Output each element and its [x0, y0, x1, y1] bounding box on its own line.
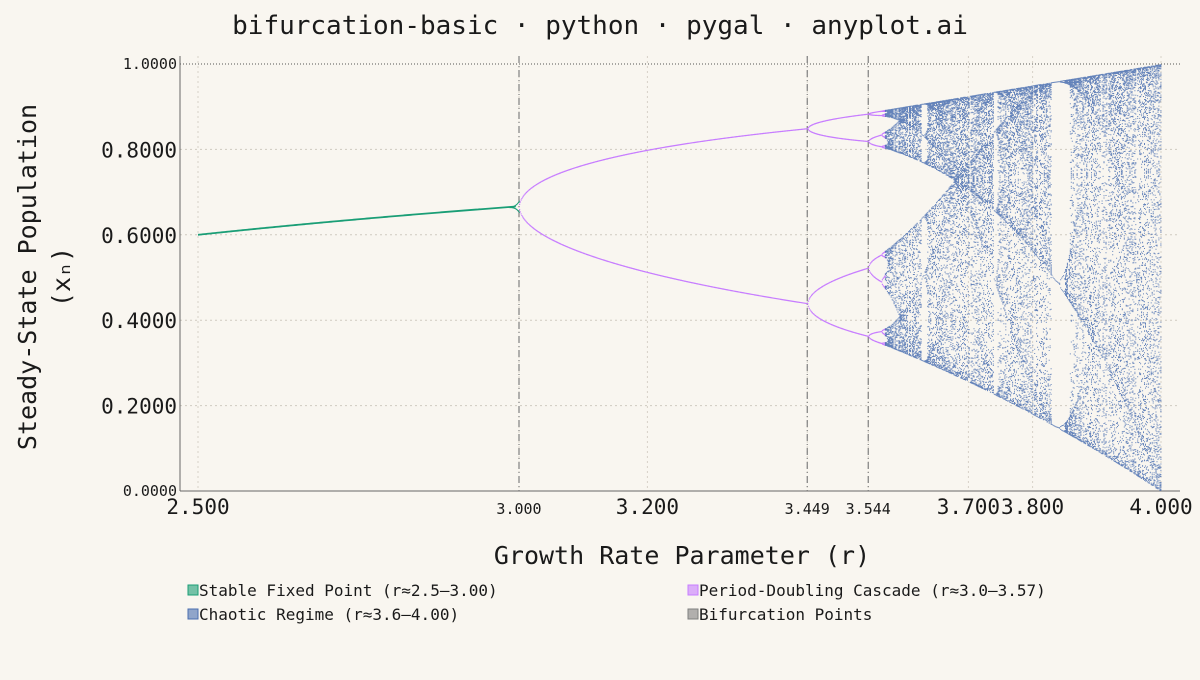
data-points-layer	[197, 64, 1162, 491]
y-tick-label: 1.0000	[123, 55, 177, 73]
bifurcation-lines-layer	[518, 56, 869, 491]
legend-item-chaotic[interactable]: Chaotic Regime (r≈3.6–4.00)	[187, 605, 459, 624]
axes-layer	[179, 56, 1180, 492]
y-tick-label: 0.0000	[123, 482, 177, 500]
tick-labels-layer: 2.500 3.000 3.200 3.449 3.544 3.700 3.800 4.000…	[101, 55, 1192, 519]
legend: Stable Fixed Point (r≈2.5–3.00) Period-D…	[187, 581, 1046, 624]
x-tick-label: 3.000	[496, 500, 541, 518]
chart-title: bifurcation-basic · python · pygal · any…	[232, 11, 968, 41]
stable-fixed-point-points	[509, 200, 520, 214]
legend-label-period-doubling: Period-Doubling Cascade (r≈3.0–3.57)	[699, 581, 1046, 600]
period-doubling-points	[519, 109, 887, 346]
y-tick-label: 0.2000	[101, 395, 177, 419]
y-tick-label: 0.4000	[101, 309, 177, 333]
x-axis-title: Growth Rate Parameter (r)	[494, 541, 870, 570]
legend-label-chaotic: Chaotic Regime (r≈3.6–4.00)	[199, 605, 459, 624]
legend-swatch-bifurcation-points	[687, 608, 699, 620]
legend-item-stable[interactable]: Stable Fixed Point (r≈2.5–3.00)	[187, 581, 498, 600]
y-axis-title-line-2: (xₙ)	[47, 247, 76, 307]
stable-fixed-point-line	[197, 205, 516, 236]
legend-swatch-period-doubling	[687, 584, 699, 596]
x-tick-label: 3.544	[846, 500, 891, 518]
y-tick-label: 0.8000	[101, 138, 177, 162]
legend-swatch-stable	[187, 584, 199, 596]
x-tick-label: 4.000	[1129, 495, 1192, 519]
legend-item-bifurcation-points[interactable]: Bifurcation Points	[687, 605, 872, 624]
y-tick-label: 0.6000	[101, 224, 177, 248]
x-tick-label: 2.500	[166, 495, 229, 519]
chaotic-regime-points	[884, 64, 1162, 491]
legend-label-bifurcation-points: Bifurcation Points	[699, 605, 872, 624]
x-tick-label: 3.700	[937, 495, 1000, 519]
x-tick-label: 3.800	[1001, 495, 1064, 519]
legend-item-period-doubling[interactable]: Period-Doubling Cascade (r≈3.0–3.57)	[687, 581, 1046, 600]
y-axis-title-line-1: Steady-State Population	[13, 104, 42, 450]
y-axis-title: Steady-State Population (xₙ)	[13, 104, 76, 450]
x-tick-label: 3.449	[785, 500, 830, 518]
x-tick-label: 3.200	[616, 495, 679, 519]
legend-swatch-chaotic	[187, 608, 199, 620]
legend-label-stable: Stable Fixed Point (r≈2.5–3.00)	[199, 581, 498, 600]
